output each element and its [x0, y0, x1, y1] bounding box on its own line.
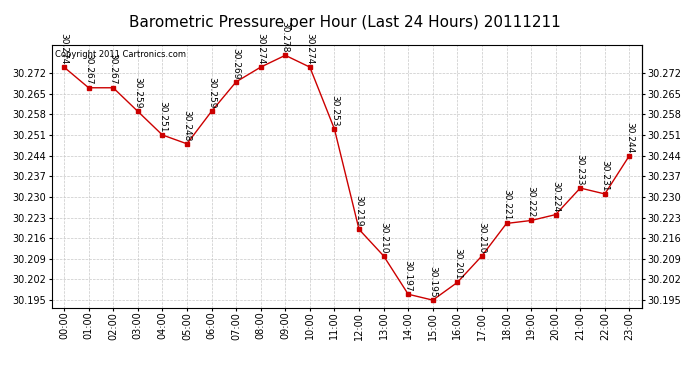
Text: 30.267: 30.267	[84, 54, 93, 85]
Text: 30.251: 30.251	[158, 100, 167, 132]
Text: 30.221: 30.221	[502, 189, 511, 220]
Text: 30.233: 30.233	[575, 154, 584, 185]
Text: 30.244: 30.244	[625, 122, 634, 153]
Text: 30.259: 30.259	[207, 77, 216, 109]
Text: 30.201: 30.201	[453, 248, 462, 280]
Text: 30.274: 30.274	[306, 33, 315, 64]
Text: 30.210: 30.210	[379, 222, 388, 253]
Text: 30.253: 30.253	[330, 95, 339, 126]
Text: Barometric Pressure per Hour (Last 24 Hours) 20111211: Barometric Pressure per Hour (Last 24 Ho…	[129, 15, 561, 30]
Text: 30.195: 30.195	[428, 266, 437, 297]
Text: Copyright 2011 Cartronics.com: Copyright 2011 Cartronics.com	[55, 50, 186, 59]
Text: 30.274: 30.274	[256, 33, 265, 64]
Text: 30.219: 30.219	[355, 195, 364, 226]
Text: 30.269: 30.269	[232, 48, 241, 79]
Text: 30.259: 30.259	[133, 77, 142, 109]
Text: 30.274: 30.274	[59, 33, 68, 64]
Text: 30.231: 30.231	[600, 160, 609, 191]
Text: 30.224: 30.224	[551, 181, 560, 212]
Text: 30.222: 30.222	[526, 186, 535, 218]
Text: 30.267: 30.267	[109, 54, 118, 85]
Text: 30.197: 30.197	[404, 260, 413, 291]
Text: 30.278: 30.278	[281, 21, 290, 53]
Text: 30.248: 30.248	[182, 110, 191, 141]
Text: 30.210: 30.210	[477, 222, 486, 253]
